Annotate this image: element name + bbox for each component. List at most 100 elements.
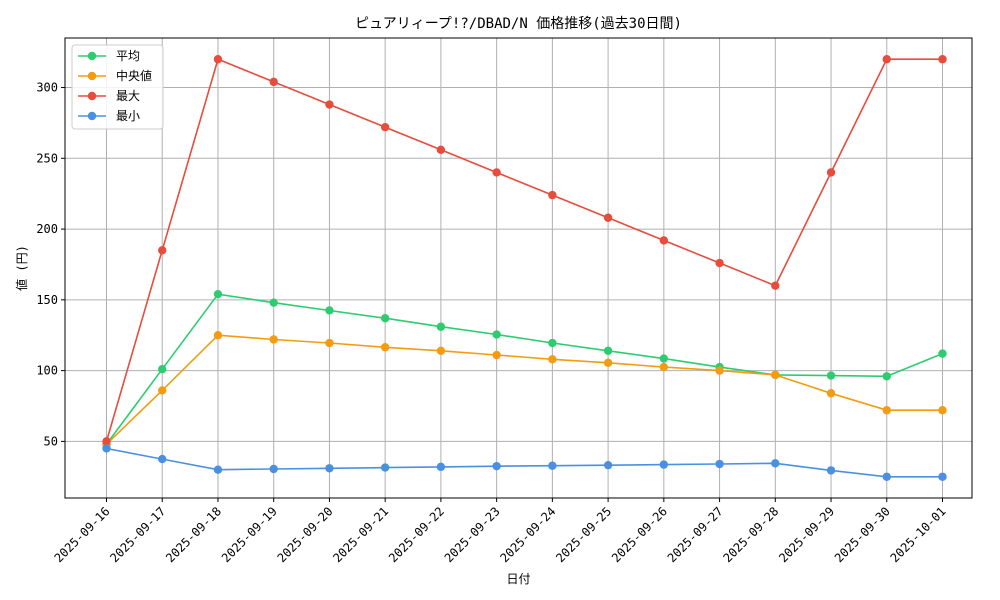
legend-marker [87, 71, 97, 81]
data-point [771, 281, 780, 290]
data-point [882, 55, 891, 64]
data-point [882, 406, 891, 415]
x-tick-label: 2025-09-26 [609, 504, 670, 565]
data-point [882, 472, 891, 481]
data-point [659, 460, 669, 469]
data-point [213, 289, 223, 299]
series-line [105, 334, 943, 445]
data-point [436, 145, 446, 155]
x-tick-label: 2025-09-29 [776, 504, 837, 565]
x-tick-label: 2025-09-30 [832, 504, 893, 565]
legend-label: 中央値 [116, 68, 152, 83]
legend-item: 最大 [78, 89, 140, 103]
series-2 [102, 55, 947, 446]
data-point [715, 258, 724, 268]
series-1 [102, 331, 947, 449]
x-tick-label: 2025-09-19 [219, 504, 280, 565]
data-point [938, 472, 947, 481]
x-tick-label: 2025-09-27 [665, 504, 726, 565]
data-point [492, 350, 501, 360]
data-point [269, 298, 278, 307]
data-point [102, 444, 111, 453]
data-point [659, 362, 669, 372]
data-point [325, 464, 334, 473]
data-point [325, 338, 334, 348]
data-point [938, 406, 947, 415]
data-point [492, 330, 501, 339]
data-point [603, 460, 613, 470]
data-point [380, 463, 390, 472]
x-tick-label: 2025-09-24 [498, 504, 559, 565]
y-tick-label: 200 [36, 222, 58, 236]
legend-label: 最小 [116, 109, 140, 123]
data-point [213, 55, 223, 64]
series-layer [102, 55, 947, 481]
legend-item: 中央値 [78, 68, 152, 83]
data-point [603, 358, 613, 368]
data-point [213, 331, 223, 340]
x-tick-label: 2025-09-25 [553, 504, 614, 565]
y-tick-label: 50 [44, 434, 58, 448]
y-axis-ticks: 50 100 150 200 250 300 [36, 81, 65, 448]
y-tick-label: 150 [36, 293, 58, 307]
plot-frame [64, 37, 973, 499]
data-point [158, 454, 167, 464]
y-tick-label: 300 [36, 81, 58, 95]
legend-label: 平均 [116, 49, 140, 63]
data-point [938, 349, 947, 358]
data-point [436, 462, 446, 472]
data-point [102, 437, 111, 446]
data-point [603, 213, 613, 222]
series-3 [102, 444, 947, 481]
x-tick-label: 2025-09-16 [52, 504, 113, 565]
data-point [659, 236, 669, 245]
data-point [548, 338, 557, 348]
data-point [771, 459, 780, 468]
data-point [436, 322, 446, 331]
legend-item: 最小 [78, 109, 140, 123]
legend-label: 最大 [116, 89, 140, 103]
data-point [325, 100, 334, 109]
legend-item: 平均 [78, 49, 140, 63]
data-point [158, 246, 167, 255]
data-point [548, 461, 557, 470]
x-tick-label: 2025-09-18 [163, 504, 224, 565]
data-point [548, 355, 557, 364]
x-axis-label: 日付 [506, 572, 530, 586]
data-point [380, 314, 390, 323]
x-tick-label: 2025-09-28 [720, 504, 781, 565]
data-point [715, 366, 724, 375]
y-axis-label: 値 (円) [14, 245, 29, 291]
grid-lines [65, 38, 972, 498]
data-point [826, 466, 836, 475]
x-tick-label: 2025-10-01 [888, 504, 949, 565]
data-point [213, 465, 223, 474]
series-line [105, 58, 943, 442]
legend-box [71, 44, 164, 130]
x-tick-label: 2025-09-21 [330, 504, 391, 565]
x-axis-ticks: 2025-09-162025-09-172025-09-182025-09-19… [52, 498, 949, 565]
data-point [826, 168, 836, 177]
x-tick-label: 2025-09-23 [442, 504, 503, 565]
data-point [715, 459, 724, 469]
data-point [269, 335, 278, 344]
data-point [826, 389, 836, 398]
data-point [492, 461, 501, 471]
legend-marker [87, 51, 97, 61]
x-tick-label: 2025-09-17 [107, 504, 168, 565]
data-point [380, 122, 390, 132]
data-point [659, 354, 669, 363]
legend-marker [87, 111, 97, 121]
series-line [105, 293, 943, 445]
data-point [380, 343, 390, 352]
data-point [548, 190, 557, 200]
chart-title: ピュアリィープ!?/DBAD/N 価格推移(過去30日間) [355, 16, 682, 32]
y-tick-label: 250 [36, 151, 58, 165]
series-0 [102, 289, 947, 449]
data-point [436, 346, 446, 355]
data-point [269, 464, 278, 474]
series-line [106, 447, 943, 478]
data-point [492, 168, 501, 177]
